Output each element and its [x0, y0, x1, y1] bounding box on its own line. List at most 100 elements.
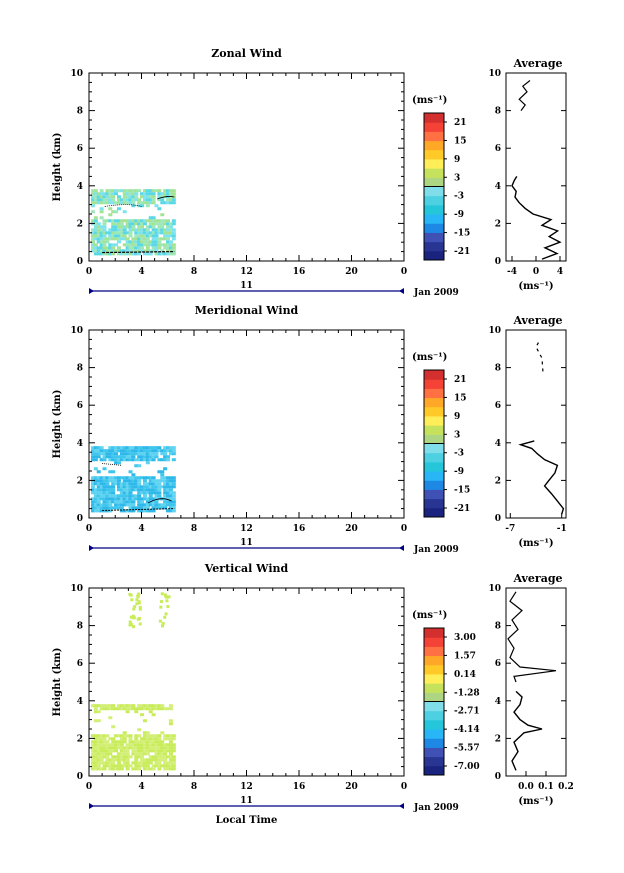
heatmap-cell — [131, 246, 136, 250]
heatmap-cell — [119, 749, 124, 753]
heatmap-cell — [148, 452, 153, 456]
heatmap-cell — [148, 710, 153, 714]
heatmap-cell — [111, 761, 116, 765]
heatmap-cell — [105, 746, 110, 750]
heatmap-cell — [119, 746, 124, 750]
heatmap-cell — [119, 452, 124, 456]
heatmap-cell — [119, 752, 124, 756]
heatmap-cell — [151, 228, 156, 232]
heatmap-cell — [151, 231, 156, 235]
colorbar-segment — [424, 131, 444, 142]
heatmap-cell — [128, 198, 133, 202]
heatmap-cell — [140, 219, 145, 223]
heatmap-cell — [93, 758, 98, 762]
heatmap-cell — [96, 740, 101, 744]
heatmap-cell — [140, 503, 145, 507]
heatmap-cell — [131, 449, 136, 453]
heatmap-cell — [168, 506, 173, 510]
heatmap-cell — [122, 482, 127, 486]
heatmap-cell — [145, 243, 150, 247]
heatmap-cell — [90, 476, 95, 480]
heatmap-cell — [137, 734, 142, 738]
heatmap-cell — [131, 746, 136, 750]
heatmap-cell — [111, 201, 116, 205]
heatmap-cell — [160, 592, 164, 596]
heatmap-cell — [137, 491, 142, 495]
heatmap-cell — [99, 246, 104, 250]
heatmap-cell — [119, 201, 124, 205]
heatmap-cell — [105, 455, 110, 459]
heatmap-cell — [93, 237, 98, 241]
heatmap-cell — [151, 503, 156, 507]
heatmap-cell — [134, 485, 139, 489]
heatmap-cell — [99, 767, 104, 771]
heatmap-cell — [128, 506, 133, 510]
heatmap-cell — [102, 761, 107, 765]
colorbar-segment — [424, 223, 444, 233]
heatmap-cell — [163, 737, 168, 741]
colorbar-segment — [424, 149, 444, 160]
heatmap-cell — [148, 192, 153, 196]
heatmap-cell — [108, 455, 113, 459]
heatmap-cell — [151, 737, 156, 741]
heatmap-cell — [137, 234, 142, 238]
heatmap-cell — [166, 494, 171, 498]
heatmap-cell — [114, 767, 119, 771]
heatmap-cell — [93, 195, 98, 199]
heatmap-cell — [145, 452, 150, 456]
heatmap-cell — [116, 458, 121, 462]
colorbar-segment — [424, 195, 444, 206]
heatmap-cell — [160, 758, 165, 762]
heatmap-cell — [131, 704, 136, 708]
heatmap-cell — [93, 743, 98, 747]
heatmap-cell — [154, 479, 159, 483]
colorbar-segment — [424, 241, 444, 252]
heatmap-cell — [116, 240, 121, 244]
heatmap-cell — [96, 237, 101, 241]
heatmap-cell — [108, 737, 113, 741]
heatmap-cell — [168, 452, 173, 456]
heatmap-cell — [163, 494, 168, 498]
heatmap-cell — [125, 707, 130, 711]
heatmap-cell — [148, 449, 153, 453]
heatmap-cell — [154, 761, 159, 765]
heatmap-cell — [119, 704, 124, 708]
heatmap-cell — [116, 207, 121, 211]
heatmap-cell — [171, 243, 176, 247]
heatmap-cell — [99, 476, 104, 480]
heatmap-cell — [151, 746, 156, 750]
heatmap-cell — [125, 476, 130, 480]
heatmap-cell — [128, 491, 133, 495]
y-tick-label: 4 — [77, 439, 83, 449]
heatmap-cell — [131, 201, 136, 205]
heatmap-cell — [163, 488, 168, 492]
heatmap-cell — [125, 201, 130, 205]
heatmap-cell — [154, 497, 159, 501]
average-y-tick-label: 0 — [495, 772, 501, 782]
heatmap-cell — [163, 234, 168, 238]
heatmap-cell — [132, 607, 136, 611]
heatmap-cell — [114, 734, 119, 738]
colorbar-tick-label: 15 — [454, 393, 467, 403]
heatmap-cell — [157, 195, 162, 199]
heatmap-cell — [105, 189, 110, 193]
heatmap-cell — [166, 500, 171, 504]
heatmap-cell — [163, 219, 168, 223]
colorbar-segment — [424, 388, 444, 399]
heatmap-cell — [134, 198, 139, 202]
heatmap-cell — [131, 707, 136, 711]
heatmap-cell — [151, 497, 156, 501]
heatmap-cell — [171, 219, 176, 223]
heatmap-cell — [128, 452, 133, 456]
heatmap-cell — [154, 252, 159, 256]
heatmap-cell — [96, 497, 101, 501]
heatmap-cell — [102, 249, 107, 253]
heatmap-cell — [154, 234, 159, 238]
heatmap-cell — [99, 758, 104, 762]
y-tick-label: 10 — [70, 326, 83, 336]
heatmap-cell — [154, 488, 159, 492]
heatmap-cell — [168, 707, 173, 711]
heatmap-cell — [128, 192, 133, 196]
heatmap-cell — [93, 710, 98, 714]
